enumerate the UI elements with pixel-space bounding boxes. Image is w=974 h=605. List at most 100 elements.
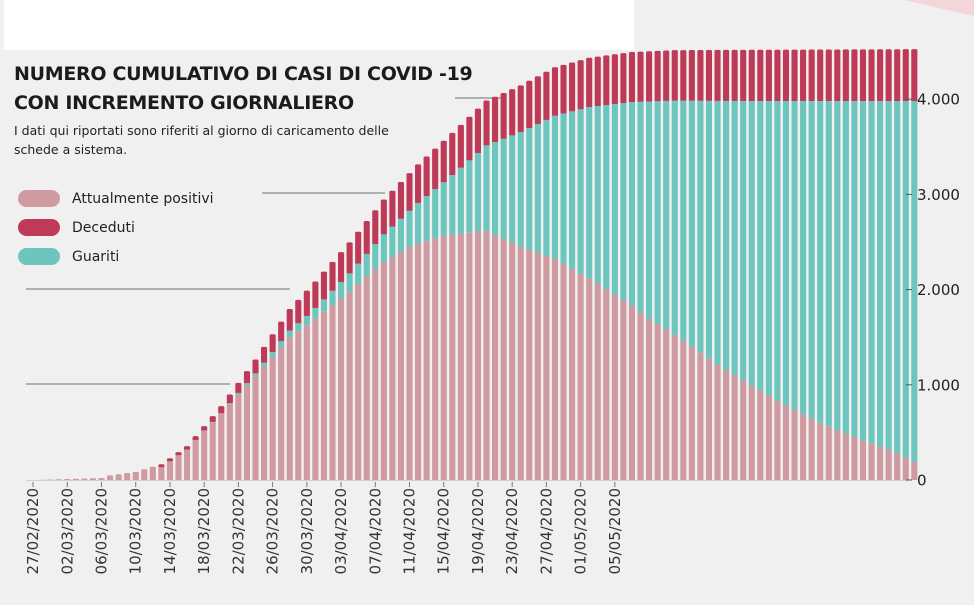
bar-segment-deceduti bbox=[586, 59, 593, 107]
bar-segment-positivi bbox=[688, 346, 695, 480]
bar-segment-deceduti bbox=[620, 54, 627, 104]
bar-cap bbox=[705, 49, 713, 53]
bar-cap bbox=[808, 49, 815, 53]
bar-segment-positivi bbox=[782, 405, 790, 480]
y-tick-label: 3.000 bbox=[917, 186, 960, 204]
bar-day bbox=[252, 359, 259, 480]
bar-cap bbox=[791, 49, 798, 53]
bar-day bbox=[124, 473, 131, 480]
bar-segment-positivi bbox=[586, 278, 593, 480]
bar-cap bbox=[269, 334, 276, 338]
bar-segment-guariti bbox=[842, 101, 849, 434]
bar-day bbox=[911, 49, 918, 480]
bar-segment-deceduti bbox=[688, 51, 695, 101]
bar-segment-guariti bbox=[406, 210, 413, 247]
bar-segment-deceduti bbox=[680, 51, 687, 101]
bar-segment-deceduti bbox=[817, 51, 824, 102]
bar-segment-deceduti bbox=[902, 50, 909, 102]
bar-segment-deceduti bbox=[611, 55, 618, 105]
bar-day bbox=[380, 199, 387, 480]
bar-segment-positivi bbox=[603, 288, 610, 480]
bar-cap bbox=[338, 252, 345, 256]
bar-segment-guariti bbox=[765, 100, 772, 396]
bar-segment-guariti bbox=[226, 403, 233, 405]
bar-segment-deceduti bbox=[415, 165, 422, 203]
bar-day bbox=[175, 452, 182, 480]
bar-day bbox=[243, 371, 250, 480]
bar-segment-guariti bbox=[782, 100, 790, 406]
bar-segment-positivi bbox=[457, 233, 464, 480]
bar-cap bbox=[680, 50, 687, 54]
bar-segment-positivi bbox=[269, 356, 276, 480]
bar-cap bbox=[158, 464, 165, 468]
bar-day bbox=[474, 108, 482, 480]
bar-segment-deceduti bbox=[825, 50, 832, 102]
bar-segment-positivi bbox=[825, 426, 832, 480]
bar-cap bbox=[569, 62, 576, 66]
y-tick-label: 4.000 bbox=[917, 91, 960, 109]
bar-segment-positivi bbox=[166, 460, 173, 480]
bar-segment-deceduti bbox=[432, 150, 439, 190]
bar-segment-guariti bbox=[851, 101, 858, 438]
bar-segment-guariti bbox=[372, 244, 379, 269]
bar-segment-positivi bbox=[543, 256, 550, 480]
bar-segment-deceduti bbox=[757, 51, 764, 101]
bar-cap bbox=[107, 475, 114, 479]
bar-segment-positivi bbox=[834, 429, 841, 480]
bar-segment-guariti bbox=[577, 109, 584, 274]
bar-segment-positivi bbox=[81, 478, 88, 480]
bar-segment-guariti bbox=[705, 100, 713, 359]
bar-segment-positivi bbox=[723, 369, 730, 480]
bar-cap bbox=[423, 156, 430, 160]
bar-segment-deceduti bbox=[740, 51, 747, 101]
bar-day bbox=[346, 242, 353, 480]
bar-segment-positivi bbox=[243, 385, 250, 480]
bar-day bbox=[98, 478, 105, 480]
bar-day bbox=[184, 446, 191, 480]
bar-segment-positivi bbox=[286, 337, 293, 480]
bar-day bbox=[517, 85, 524, 480]
bar-segment-guariti bbox=[303, 315, 310, 326]
bar-segment-positivi bbox=[64, 479, 71, 480]
bar-day bbox=[560, 64, 567, 480]
bar-segment-positivi bbox=[278, 346, 285, 480]
bar-segment-guariti bbox=[868, 101, 875, 444]
bar-cap bbox=[817, 49, 824, 53]
bar-segment-positivi bbox=[363, 276, 370, 480]
legend-item-deceduti: Deceduti bbox=[18, 213, 214, 242]
bar-day bbox=[885, 49, 892, 480]
bar-day bbox=[740, 49, 747, 480]
bar-cap bbox=[671, 50, 678, 54]
bar-segment-positivi bbox=[714, 364, 721, 480]
bar-segment-guariti bbox=[474, 152, 482, 232]
bar-day bbox=[611, 54, 618, 480]
bar-segment-positivi bbox=[851, 437, 858, 480]
bar-segment-deceduti bbox=[329, 263, 336, 291]
bar-day bbox=[132, 471, 139, 480]
x-tick-label: 10/03/2020 bbox=[127, 488, 145, 574]
bar-segment-deceduti bbox=[500, 94, 507, 139]
bar-day bbox=[372, 210, 379, 480]
bar-segment-guariti bbox=[278, 341, 285, 347]
bar-segment-guariti bbox=[269, 351, 276, 357]
bar-segment-guariti bbox=[569, 111, 576, 269]
bar-segment-guariti bbox=[723, 100, 730, 370]
bar-segment-guariti bbox=[295, 323, 302, 332]
bar-day bbox=[312, 281, 319, 480]
bar-segment-guariti bbox=[423, 196, 430, 241]
bar-cap bbox=[697, 50, 704, 53]
bar-cap bbox=[500, 92, 507, 96]
bar-day bbox=[868, 49, 875, 480]
bar-segment-deceduti bbox=[637, 53, 644, 102]
bar-segment-deceduti bbox=[372, 211, 379, 245]
bar-segment-positivi bbox=[124, 474, 131, 480]
bar-cap bbox=[440, 140, 447, 144]
bar-segment-positivi bbox=[72, 478, 79, 480]
bar-cap bbox=[509, 89, 516, 93]
bar-segment-guariti bbox=[466, 160, 473, 233]
bar-day bbox=[303, 290, 310, 480]
bar-segment-guariti bbox=[714, 100, 721, 365]
bar-segment-deceduti bbox=[834, 50, 841, 102]
bar-cap bbox=[303, 290, 310, 294]
bar-cap bbox=[201, 426, 208, 430]
